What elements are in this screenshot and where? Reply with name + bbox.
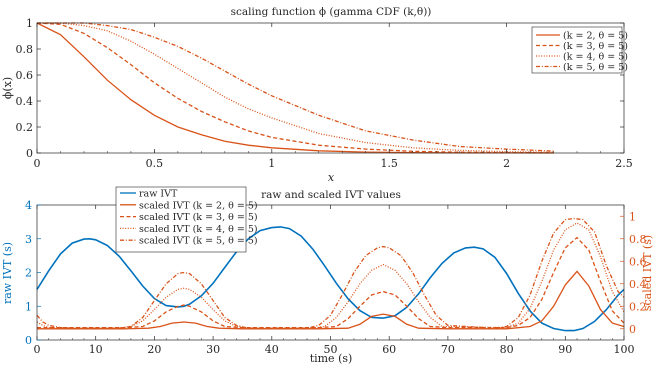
chart1-axes-box: [36, 22, 625, 154]
chart2-ytick-label: 2: [25, 267, 32, 280]
chart2-xtick-label: 40: [265, 343, 279, 356]
chart1-ytick-label: 0.2: [16, 121, 34, 134]
chart1-ytick-label: 1: [26, 17, 33, 30]
chart2-ytick-label: 0: [25, 334, 32, 347]
chart2-xtick-label: 90: [558, 343, 572, 356]
chart2-xlabel: time (s): [310, 352, 353, 365]
chart2-series-line-scaled-ivt-k-4-5: [36, 222, 625, 329]
chart1-ytick-label: 0.4: [16, 95, 34, 108]
chart1-plot-area: [36, 22, 554, 154]
chart1-xtick-label: 2.5: [615, 157, 633, 170]
chart2-legend-label: scaled IVT (k = 3, θ = 5): [139, 212, 258, 223]
chart2-xtick-label: 30: [206, 343, 220, 356]
chart1-series-line-k-3-5: [36, 22, 554, 154]
chart2-xtick-label: 10: [89, 343, 103, 356]
chart1-legend: (k = 2, θ = 5)(k = 3, θ = 5)(k = 4, θ = …: [531, 26, 628, 74]
chart2-xtick-label: 50: [324, 343, 338, 356]
chart1-ticks: 0 0.5 1 1.5 2 2.5 0 0.2 0.4 0.6 0.8 1: [16, 17, 633, 170]
chart2-ylabel-left: raw IVT (s): [1, 242, 14, 304]
chart2-y2tick-label: 1: [629, 210, 636, 223]
chart2-plot-area: [36, 217, 625, 332]
chart1-legend-label: (k = 3, θ = 5): [563, 41, 628, 52]
chart2-series-line-scaled-ivt-k-3-5: [37, 236, 625, 329]
chart2-series-line-raw-ivt: [36, 226, 625, 332]
chart1-series-line-k-5-5: [37, 22, 554, 152]
chart1-xtick-label: 0: [34, 157, 41, 170]
chart1-legend-label: (k = 5, θ = 5): [563, 62, 628, 73]
chart2-y2tick-label: 0.2: [629, 300, 647, 313]
chart2-xtick-label: 80: [500, 343, 514, 356]
chart2-legend-label: scaled IVT (k = 2, θ = 5): [139, 200, 258, 211]
chart1-series-line-k-4-5: [37, 22, 554, 153]
chart2-legend-box: [115, 186, 247, 253]
chart2-xtick-label: 70: [441, 343, 455, 356]
chart2-ylabel-right: scaled IVT (s): [641, 235, 654, 311]
chart1-xlabel: x: [328, 171, 335, 184]
chart2-legend-label: scaled IVT (k = 5, θ = 5): [139, 236, 258, 247]
chart1-title: scaling function ϕ (gamma CDF (k,θ)): [231, 6, 432, 18]
chart2-legend-label: scaled IVT (k = 4, θ = 5): [139, 224, 258, 235]
chart2-xtick-label: 0: [34, 343, 41, 356]
chart2-series-line-scaled-ivt-k-5-5: [36, 217, 625, 329]
chart2-legend-label: raw IVT: [139, 189, 178, 200]
chart1-ylabel: ϕ(x): [1, 77, 14, 99]
chart1-ytick-label: 0.8: [16, 43, 34, 56]
chart2-y2tick-label: 0.6: [629, 255, 647, 268]
chart2-ytick-label: 3: [25, 233, 32, 246]
chart1-xtick-label: 1.5: [380, 157, 398, 170]
chart1-xtick-label: 0.5: [146, 157, 164, 170]
chart1-ytick-label: 0.6: [16, 69, 34, 82]
chart2-ytick-label: 4: [25, 199, 32, 212]
chart2-xtick-label: 60: [382, 343, 396, 356]
chart2-title: raw and scaled IVT values: [261, 189, 401, 201]
chart2-xtick-label: 20: [147, 343, 161, 356]
chart1-xtick-label: 1: [268, 157, 275, 170]
ivt-chart: raw and scaled IVT values 0 10 20 30 40 50 60 7…: [1, 186, 654, 365]
chart2-series-line-scaled-ivt-k-2-5: [37, 270, 625, 330]
gamma-cdf-chart: scaling function ϕ (gamma CDF (k,θ)) 0 0.…: [1, 6, 633, 184]
chart2-xtick-label: 100: [614, 343, 635, 356]
chart1-xtick-label: 2: [503, 157, 510, 170]
chart2-ticks: 0 10 20 30 40 50 60 70 80 90 1000123400.20.40.60.8…: [25, 199, 647, 356]
chart1-series-line-k-2-5: [36, 22, 554, 154]
chart2-ytick-label: 1: [25, 300, 32, 313]
chart2-y2tick-label: 0.8: [629, 233, 647, 246]
chart1-legend-label: (k = 4, θ = 5): [563, 52, 628, 63]
chart1-ytick-label: 0: [26, 147, 33, 160]
chart1-legend-label: (k = 2, θ = 5): [563, 31, 628, 42]
chart2-y2tick-label: 0: [629, 323, 636, 336]
chart2-y2tick-label: 0.4: [629, 278, 647, 291]
